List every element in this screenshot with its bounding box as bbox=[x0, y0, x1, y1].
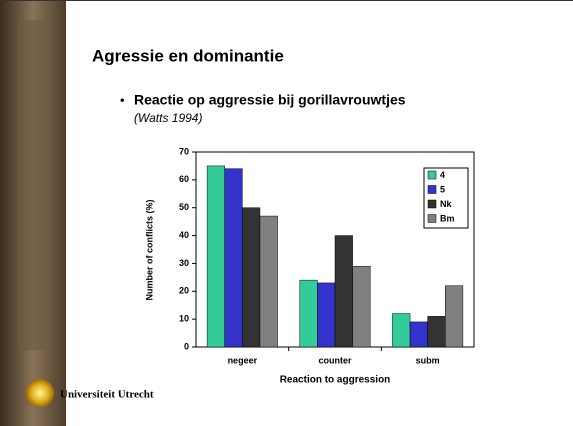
logo-text: Universiteit Utrecht bbox=[60, 389, 154, 401]
y-tick-label: 70 bbox=[179, 146, 189, 156]
bar bbox=[224, 168, 243, 348]
legend-label: 5 bbox=[440, 184, 445, 194]
legend-swatch bbox=[427, 199, 437, 209]
bar bbox=[445, 285, 464, 348]
bar bbox=[317, 282, 336, 348]
tower-image bbox=[18, 20, 46, 350]
legend-swatch bbox=[427, 185, 437, 194]
y-tick-label: 20 bbox=[179, 286, 189, 296]
bar bbox=[299, 279, 318, 348]
x-tick-label: negeer bbox=[228, 355, 258, 365]
y-tick-label: 50 bbox=[179, 202, 189, 212]
bullet-text: Reactie op aggressie bij gorillavrouwtje… bbox=[134, 92, 406, 108]
bar bbox=[242, 207, 261, 348]
bar bbox=[352, 265, 371, 348]
y-tick-label: 10 bbox=[179, 314, 189, 324]
x-tick-label: counter bbox=[318, 355, 352, 365]
reference: (Watts 1994) bbox=[134, 111, 202, 125]
y-axis-label: Number of conflicts (%) bbox=[144, 199, 154, 300]
logo-sun bbox=[26, 379, 54, 407]
legend-swatch bbox=[427, 214, 437, 223]
bar bbox=[427, 316, 446, 348]
bar bbox=[334, 235, 353, 348]
bar bbox=[409, 321, 428, 348]
y-tick-label: 30 bbox=[179, 258, 189, 268]
legend-label: 4 bbox=[440, 170, 445, 180]
bar bbox=[206, 165, 225, 348]
x-tick-label: subm bbox=[416, 355, 440, 365]
legend-label: Bm bbox=[440, 213, 455, 223]
legend-label: Nk bbox=[440, 199, 452, 209]
bar bbox=[392, 313, 411, 348]
y-tick-label: 40 bbox=[179, 230, 189, 240]
slide-title: Agressie en dominantie bbox=[92, 46, 284, 65]
bar bbox=[259, 215, 278, 348]
x-axis-label: Reaction to aggression bbox=[280, 375, 391, 386]
top-rule bbox=[0, 0, 573, 1]
y-tick-label: 60 bbox=[179, 174, 189, 184]
bullet-marker: • bbox=[120, 92, 125, 107]
legend-swatch bbox=[427, 170, 437, 180]
y-tick-label: 0 bbox=[184, 341, 189, 351]
